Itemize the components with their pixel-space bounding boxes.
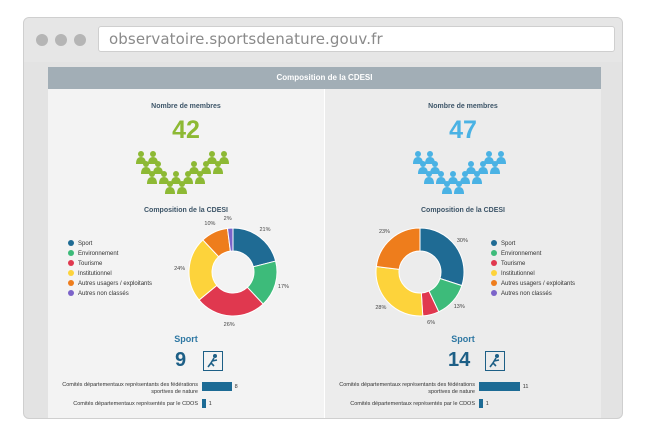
members-count: 47 [449,116,477,144]
legend-label: Institutionnel [501,271,535,277]
legend-item: Environnement [68,249,152,259]
slice-label: 6% [427,320,436,327]
legend-item: Sport [68,239,152,249]
bar-label: Comités départementaux représentés par l… [350,401,475,407]
legend-item: Autres non classés [491,289,575,299]
bar-value: 1 [485,401,489,407]
legend-label: Sport [501,241,516,247]
legend-label: Autres non classés [501,291,552,297]
members-title: Nombre de membres [151,103,221,110]
legend-swatch [491,270,497,277]
legend-swatch [491,250,497,257]
sport-count: 9 [175,349,187,371]
legend-label: Autres usagers / exploitants [501,281,576,287]
legend-label: Tourisme [78,261,103,267]
slice-label: 13% [453,304,465,311]
donut-slice [375,265,424,317]
bar-value: 8 [234,384,238,390]
slice-label: 17% [277,283,289,290]
bar-label: Comités départementaux représentés par l… [73,401,198,407]
donut-chart [188,227,278,317]
members-count: 42 [172,116,200,144]
legend: Sport Environnement Tourisme Institutionnel… [68,239,152,299]
legend-label: Environnement [78,251,119,257]
slice-label: 24% [174,265,186,272]
composition-title: Composition de la CDESI [420,207,505,214]
bar [479,382,520,391]
sport-title: Sport [451,334,475,344]
people-group-icon [413,151,506,194]
legend-label: Tourisme [501,261,526,267]
legend-swatch [68,260,74,267]
donut-slice [419,227,465,287]
donut-slice [198,284,264,317]
legend-item: Autres non classés [68,289,152,299]
legend-swatch [491,290,497,297]
bar-label: Comités départementaux représentants des… [339,382,475,395]
right-column: Nombre de membres 47 Composition de la C… [325,89,601,418]
bar [202,399,206,408]
donut-chart [375,227,465,317]
slice-label: 28% [375,305,387,312]
legend-swatch [68,270,74,277]
legend-swatch [491,260,497,267]
composition-title: Composition de la CDESI [143,207,228,214]
legend-swatch [68,280,74,287]
bar-label: Comités départementaux représentants des… [62,382,198,395]
legend-label: Institutionnel [78,271,112,277]
slice-label: 23% [378,229,390,236]
slice-label: 2% [223,216,232,223]
bar [479,399,483,408]
bar-value: 11 [522,384,529,390]
sport-title: Sport [174,334,198,344]
donut-slice [232,227,277,268]
slice-label: 26% [223,321,235,328]
legend-item: Autres usagers / exploitants [491,279,575,289]
bar [202,382,232,391]
legend-item: Institutionnel [68,269,152,279]
climbing-icon [485,351,505,371]
legend-item: Autres usagers / exploitants [68,279,152,289]
window-dot-icon[interactable] [74,34,86,46]
donut-slice [375,227,421,270]
legend-swatch [68,290,74,297]
left-column: Nombre de membres 42 Composition de la C… [48,89,324,418]
section-banner: Composition de la CDESI [48,67,601,89]
legend-item: Environnement [491,249,575,259]
slice-label: 10% [204,221,216,228]
slice-label: 30% [456,237,468,244]
members-title: Nombre de membres [428,103,498,110]
legend-swatch [68,250,74,257]
legend-label: Environnement [501,251,542,257]
legend-label: Sport [78,241,93,247]
legend-label: Autres non classés [78,291,129,297]
window-dot-icon[interactable] [36,34,48,46]
legend: Sport Environnement Tourisme Institutionnel… [491,239,575,299]
legend-label: Autres usagers / exploitants [78,281,153,287]
legend-item: Institutionnel [491,269,575,279]
page-content: Composition de la CDESI Nombre de membre… [48,67,601,418]
window-dot-icon[interactable] [55,34,67,46]
climbing-icon [203,351,223,371]
donut-slice [226,227,234,252]
legend-swatch [491,280,497,287]
people-group-icon [136,151,229,194]
bar-value: 1 [208,401,212,407]
browser-window: observatoire.sportsdenature.gouv.fr Comp… [23,17,623,419]
legend-swatch [68,240,74,247]
legend-swatch [491,240,497,247]
legend-item: Tourisme [68,259,152,269]
legend-item: Sport [491,239,575,249]
browser-toolbar: observatoire.sportsdenature.gouv.fr [24,18,622,62]
legend-item: Tourisme [491,259,575,269]
sport-count: 14 [448,349,471,371]
slice-label: 21% [259,227,271,234]
address-bar[interactable]: observatoire.sportsdenature.gouv.fr [98,26,615,52]
